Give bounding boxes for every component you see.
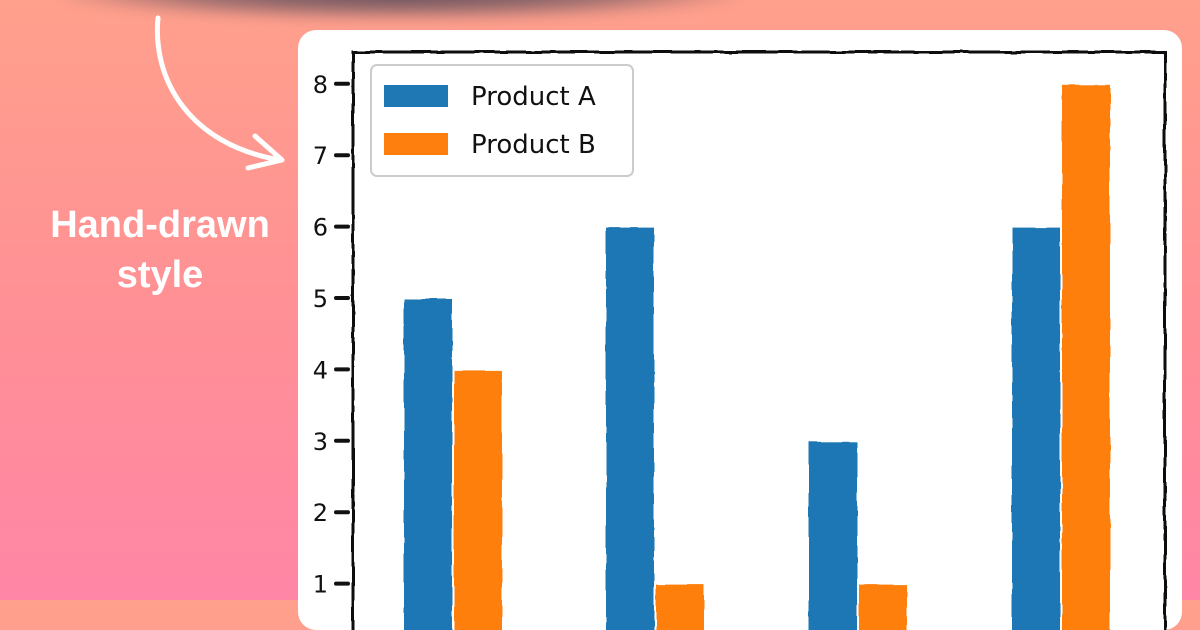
caption-line-1: Hand-drawn — [50, 204, 270, 246]
bar-a-4 — [1010, 225, 1062, 630]
legend: Product A Product B — [370, 64, 634, 177]
bar-b-2 — [654, 582, 706, 630]
bar-a-2 — [604, 225, 656, 630]
y-tick-label: 4 — [313, 356, 328, 384]
legend-swatch-b — [384, 133, 448, 155]
legend-swatch-a — [384, 85, 448, 107]
legend-label-a: Product A — [471, 82, 596, 112]
chart-card: 1 2 3 4 5 6 7 8 Product A Product B — [298, 30, 1182, 630]
legend-label-b: Product B — [471, 130, 596, 160]
bar-a-1 — [402, 297, 454, 630]
y-tick-label: 2 — [313, 499, 328, 527]
y-tick-label: 1 — [313, 571, 328, 599]
bar-a-3 — [807, 439, 859, 630]
bar-b-3 — [857, 582, 909, 630]
bar-b-4 — [1060, 82, 1112, 630]
y-tick-label: 7 — [313, 142, 328, 170]
y-tick-label: 5 — [313, 285, 328, 313]
bar-b-1 — [452, 368, 504, 630]
caption-line-2: style — [116, 254, 204, 296]
bar-chart: 1 2 3 4 5 6 7 8 Product A Product B — [313, 50, 1167, 630]
curved-arrow-icon — [154, 15, 285, 171]
y-tick-label: 3 — [313, 428, 328, 456]
annotation-caption: Hand-drawn style — [0, 200, 320, 300]
y-tick-label: 6 — [313, 214, 328, 242]
axes-frame — [351, 50, 1167, 630]
top-shadow — [60, 0, 740, 20]
y-tick-label: 8 — [313, 71, 328, 99]
